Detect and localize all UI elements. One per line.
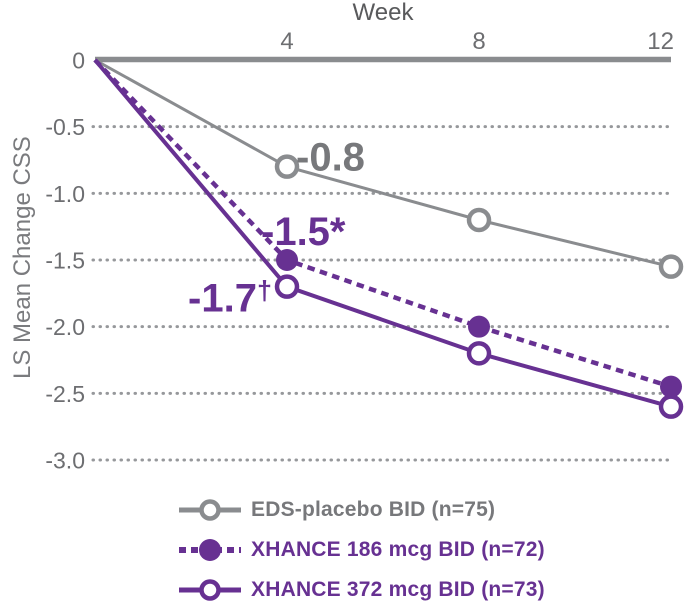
legend-swatch-xhance-372 xyxy=(179,579,241,601)
legend-marker xyxy=(199,499,221,521)
legend-swatch-eds-placebo xyxy=(179,499,241,521)
y-tick-label: -1.0 xyxy=(45,181,85,207)
series-line-0 xyxy=(94,58,672,269)
legend-label-xhance-372: XHANCE 372 mcg BID (n=73) xyxy=(251,578,545,601)
y-tick-label: -1.5 xyxy=(45,248,85,274)
y-tick-label: 0 xyxy=(72,48,85,74)
legend-item-xhance-372: XHANCE 372 mcg BID (n=73) xyxy=(178,570,545,603)
data-label: -1.5* xyxy=(261,210,346,254)
x-tick-label: 4 xyxy=(280,28,293,55)
data-point-marker xyxy=(658,254,684,279)
data-point-marker xyxy=(274,274,300,299)
legend-label-xhance-186: XHANCE 186 mcg BID (n=72) xyxy=(251,538,545,561)
data-point-marker xyxy=(466,207,492,233)
data-point-marker xyxy=(276,249,298,271)
data-point-marker xyxy=(468,315,490,338)
legend: EDS-placebo BID (n=75) XHANCE 186 mcg BI… xyxy=(178,490,545,603)
legend-label-eds-placebo: EDS-placebo BID (n=75) xyxy=(251,498,496,521)
legend-item-xhance-186: XHANCE 186 mcg BID (n=72) xyxy=(178,530,545,570)
x-tick-label: 12 xyxy=(647,28,674,55)
x-tick-label: 8 xyxy=(472,28,485,55)
legend-item-eds-placebo: EDS-placebo BID (n=75) xyxy=(178,490,545,530)
series-line-1 xyxy=(93,58,672,389)
data-point-marker xyxy=(660,375,682,398)
legend-marker xyxy=(199,579,221,601)
data-label: -1.7† xyxy=(188,276,272,321)
data-point-marker xyxy=(274,154,300,179)
data-label: -0.8 xyxy=(296,136,365,180)
y-tick-label: -0.5 xyxy=(45,114,85,140)
series-line-2 xyxy=(93,58,672,409)
y-tick-label: -2.5 xyxy=(45,381,85,407)
legend-marker xyxy=(199,539,221,561)
legend-swatch-xhance-186 xyxy=(179,539,241,561)
data-point-marker xyxy=(466,341,492,366)
plot-area: Week 4 8 12 0 -0.5 -1.0 -1.5 -2.0 -2.5 -3.0 -0.8 -1.… xyxy=(45,0,684,474)
data-point-marker xyxy=(658,394,684,419)
y-tick-label: -3.0 xyxy=(45,448,85,474)
y-tick-label: -2.0 xyxy=(45,314,85,340)
x-axis-title: Week xyxy=(353,0,415,26)
